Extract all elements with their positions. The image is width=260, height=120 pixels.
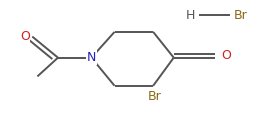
Text: N: N <box>87 51 96 64</box>
Text: O: O <box>20 30 30 43</box>
Text: H: H <box>186 9 196 22</box>
Text: Br: Br <box>148 90 161 103</box>
Text: O: O <box>221 49 231 62</box>
Text: Br: Br <box>234 9 248 22</box>
